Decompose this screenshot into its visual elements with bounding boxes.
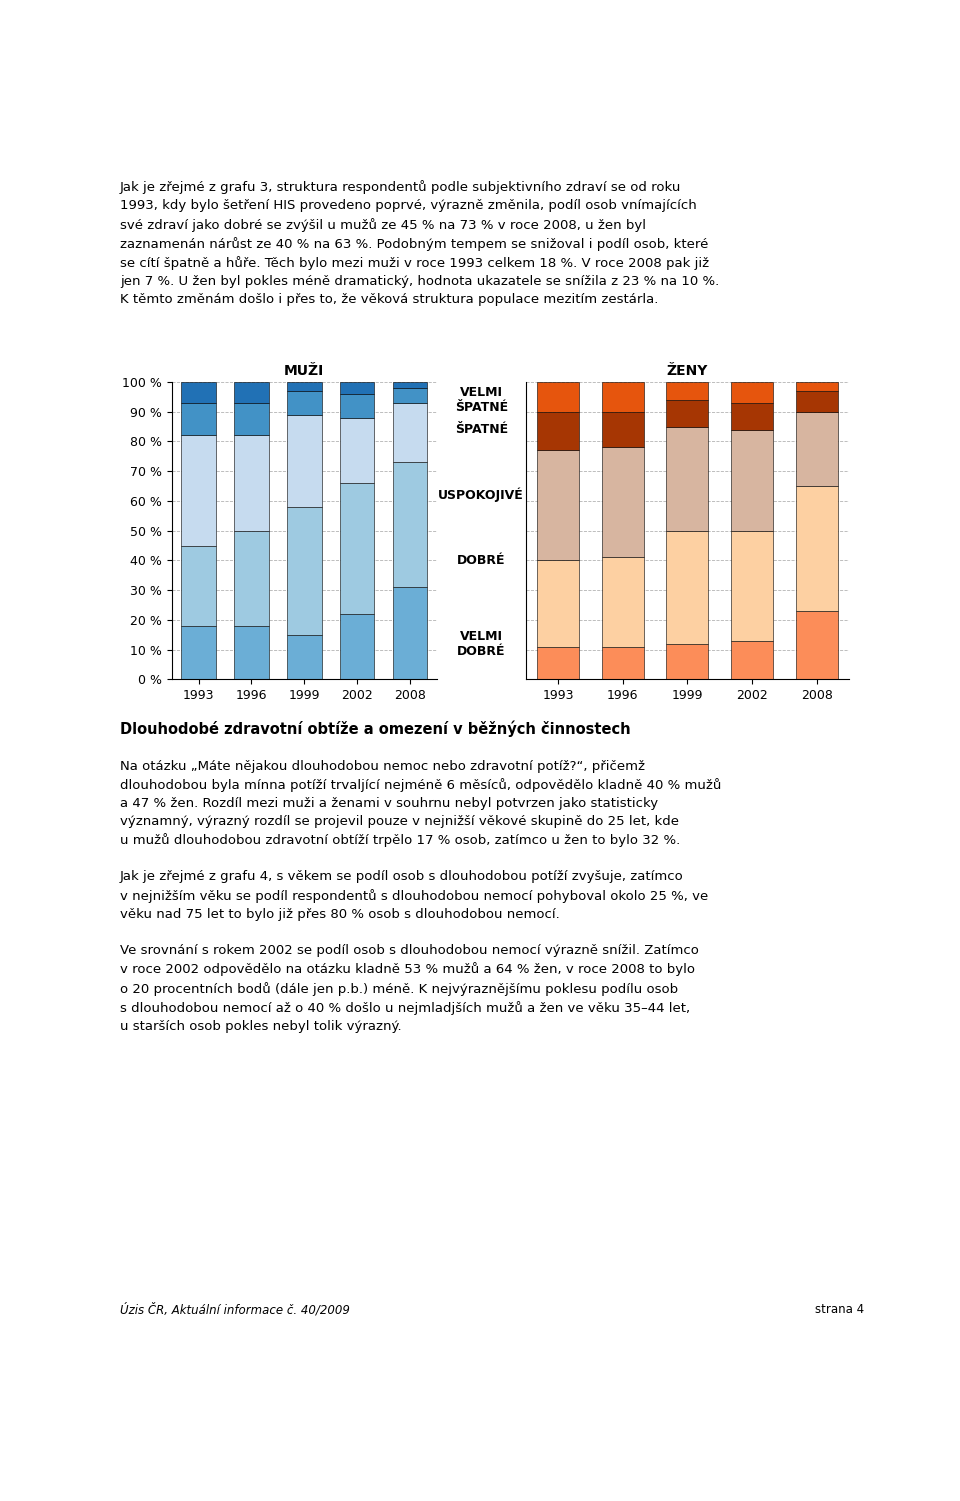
Bar [393,587,427,680]
Text: VELMI
ŠPATNÉ: VELMI ŠPATNÉ [455,386,508,414]
Bar [796,411,838,486]
Bar [340,381,374,393]
Title: ŽENY: ŽENY [667,363,708,378]
Bar [287,390,322,414]
Bar [393,402,427,462]
Bar [538,411,579,450]
Bar [181,381,216,402]
Bar [666,381,708,399]
Bar [538,381,579,411]
Bar [393,387,427,402]
Text: Jak je zřejmé z grafu 3, struktura respondentů podle subjektivního zdraví se od : Jak je zřejmé z grafu 3, struktura respo… [120,180,719,306]
Bar [234,435,269,531]
Title: MUŽI: MUŽI [284,363,324,378]
Bar [602,447,644,557]
Bar [796,611,838,680]
Bar [340,417,374,483]
Text: USPOKOJIVÉ: USPOKOJIVÉ [439,488,524,503]
Bar [666,426,708,531]
Bar [602,557,644,647]
Bar [340,614,374,680]
Text: ŠPATNÉ: ŠPATNÉ [455,423,508,435]
Bar [234,381,269,402]
Bar [796,381,838,390]
Bar [602,647,644,680]
Bar [287,635,322,680]
Bar [393,462,427,587]
Bar [340,393,374,417]
Bar [538,560,579,647]
Bar [732,402,773,429]
Bar [287,414,322,507]
Bar [796,390,838,411]
Bar [181,545,216,626]
Bar [732,429,773,531]
Bar [538,647,579,680]
Bar [732,381,773,402]
Bar [602,381,644,411]
Text: strana 4: strana 4 [815,1303,864,1316]
Bar [732,531,773,641]
Bar [666,399,708,426]
Bar [538,450,579,560]
Bar [181,435,216,545]
Text: Úzis ČR, Aktuální informace č. 40/2009: Úzis ČR, Aktuální informace č. 40/2009 [120,1303,349,1316]
Text: VELMI
DOBRÉ: VELMI DOBRÉ [457,630,506,657]
Bar [666,644,708,680]
Bar [602,411,644,447]
Bar [234,402,269,435]
Text: DOBRÉ: DOBRÉ [457,554,506,567]
Bar [234,626,269,680]
Bar [732,641,773,680]
Text: Na otázku „Máte nějakou dlouhodobou nemoc nebo zdravotní potíž?“, přičemž
dlouho: Na otázku „Máte nějakou dlouhodobou nemo… [120,760,721,1033]
Bar [666,531,708,644]
Bar [287,507,322,635]
Bar [181,626,216,680]
Text: Dlouhodobé zdravotní obtíže a omezení v běžných činnostech: Dlouhodobé zdravotní obtíže a omezení v … [120,720,631,737]
Bar [181,402,216,435]
Bar [234,531,269,626]
Bar [340,483,374,614]
Bar [796,486,838,611]
Bar [287,381,322,390]
Bar [393,381,427,387]
